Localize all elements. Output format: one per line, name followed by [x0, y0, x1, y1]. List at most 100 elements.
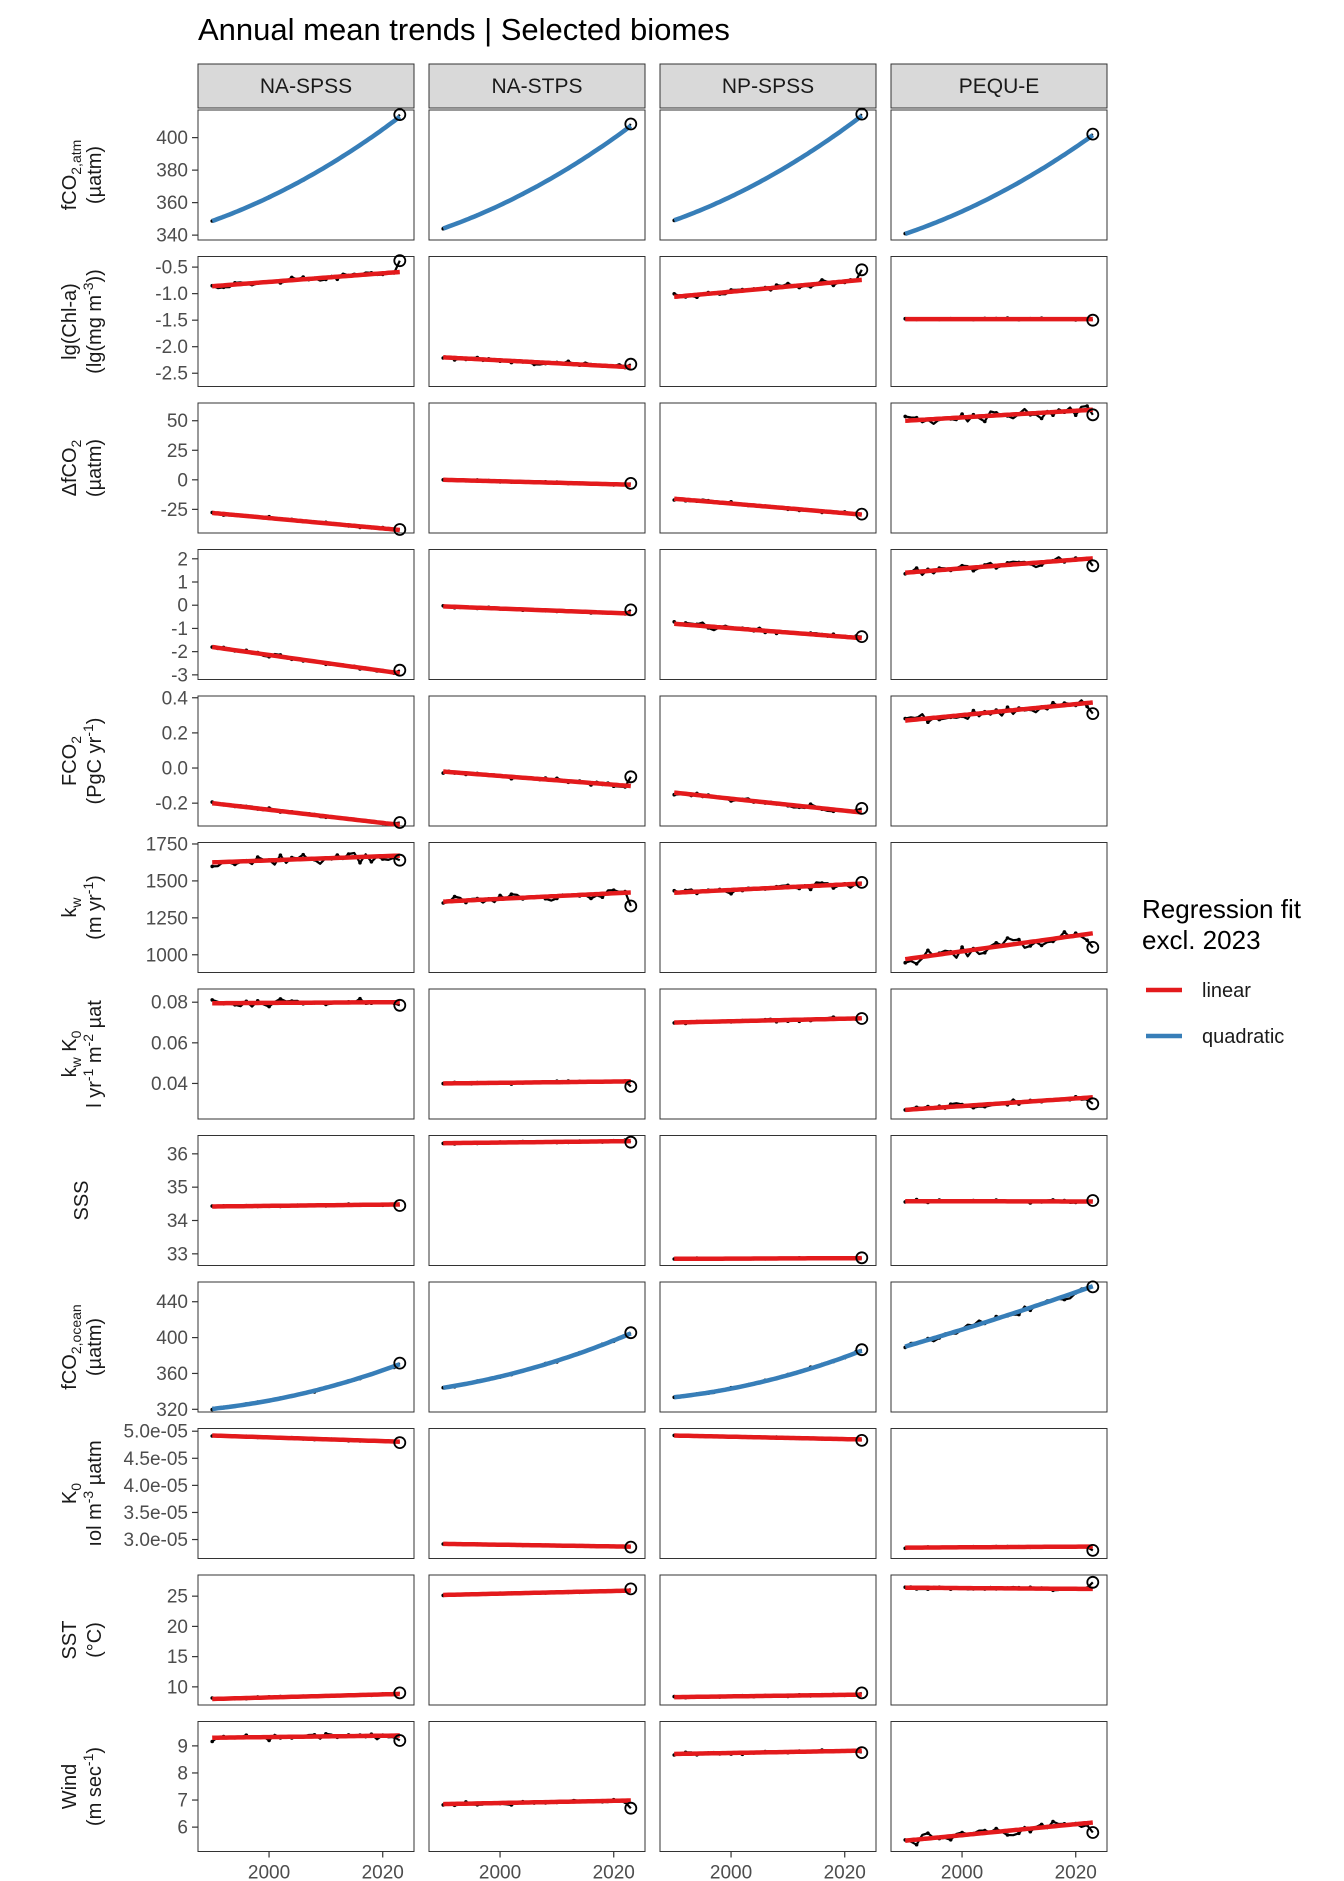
label-text: ) — [84, 718, 106, 725]
linear-fit-line — [212, 1433, 400, 1444]
row-label-fco2ocean: fCO2,ocean — [59, 1304, 84, 1389]
label-superscript: -3 — [80, 282, 96, 295]
label-text: k — [59, 907, 81, 918]
observed-2023-marker — [393, 254, 407, 268]
y-tick-label: 3.5e-05 — [124, 1503, 188, 1524]
y-tick-label: -1.5 — [155, 311, 188, 332]
x-tick-label: 2020 — [362, 1863, 404, 1881]
label-text: ) — [84, 1747, 106, 1754]
label-subscript: 0 — [68, 1030, 84, 1038]
label-superscript: -1 — [80, 1068, 96, 1081]
panel-chla-na-stps — [428, 256, 646, 387]
label-subscript: w — [68, 1056, 84, 1068]
linear-fit-line — [211, 800, 401, 828]
observed-point — [994, 941, 998, 945]
observed-point — [452, 894, 457, 899]
y-tick-label: 9 — [177, 1736, 188, 1757]
observed-2023-marker — [393, 1199, 407, 1212]
linear-fit-line — [904, 931, 1094, 962]
y-tick-label: 0 — [177, 596, 188, 617]
panel-k0-pequ-e — [890, 1428, 1108, 1559]
observed-2023-marker — [855, 1434, 869, 1447]
y-axis-chla: -2.5 -2.0 -1.5 -1.0 -0.5 — [155, 258, 198, 385]
row-label-kw: (m yr-1) — [80, 875, 106, 940]
observed-point — [267, 1004, 271, 1009]
observed-2023-marker — [624, 1801, 638, 1815]
label-text: (µatm) — [84, 439, 106, 497]
linear-fit-line — [212, 1202, 400, 1209]
x-axis-pequ-e: 2000 2020 — [941, 1851, 1097, 1881]
y-tick-label: -3 — [171, 665, 188, 686]
x-axes: 2000 2020 2000 2020 2000 2020 2000 2020 — [248, 1851, 1097, 1881]
observed-2023-marker — [855, 107, 869, 121]
linear-fit-line — [674, 1433, 862, 1442]
panel-kw-pequ-e — [890, 842, 1108, 973]
label-subscript: 2 — [68, 439, 84, 447]
linear-fit-line — [674, 1255, 862, 1262]
observed-point — [914, 962, 919, 966]
facet-label: PEQU-E — [959, 75, 1040, 98]
y-tick-label: -2 — [171, 642, 188, 663]
observed-point — [948, 1838, 953, 1842]
label-subscript: w — [68, 897, 84, 909]
observed-point — [498, 893, 502, 898]
observed-2023-marker — [393, 1734, 407, 1747]
panel-frame — [659, 256, 877, 387]
observed-point — [1062, 930, 1067, 934]
observed-2023-marker — [393, 1436, 407, 1449]
observed-2023-marker — [624, 1326, 638, 1340]
observed-point — [369, 860, 374, 864]
y-tick-label: 7 — [177, 1791, 188, 1812]
y-axis-fco2: -0.2 0.0 0.2 0.4 — [155, 688, 198, 815]
y-tick-label: 0.06 — [151, 1033, 188, 1054]
row-label-kwk0: kw K0 — [59, 1030, 84, 1077]
observed-point — [960, 412, 964, 416]
observed-point — [960, 945, 964, 949]
observed-2023-marker — [393, 1686, 407, 1700]
panel-fco2ocean-np-spss — [659, 1281, 877, 1413]
observed-2023-marker — [393, 1356, 407, 1370]
panel-frame — [890, 256, 1108, 387]
y-axes: 340360380400-2.5-2.0-1.5-1.0-0.5-2502550… — [124, 128, 198, 1839]
y-tick-label: 340 — [156, 226, 188, 247]
row-labels: fCO2,atm (µatm)lg(Chl-a) (lg(mg m-3))ΔfCO2… — [59, 140, 106, 1826]
panel-frame — [659, 1574, 877, 1706]
label-text: (°C) — [84, 1622, 106, 1658]
panel-frame — [659, 695, 877, 827]
panel-fco2-na-stps — [428, 695, 646, 827]
observed-2023-marker — [855, 1746, 869, 1759]
label-superscript: -2 — [80, 1034, 96, 1047]
row-label-dfco2: (µatm) — [84, 439, 106, 497]
panel-frame — [197, 549, 415, 680]
panel-sss-na-stps — [428, 1135, 646, 1266]
panel-fco2atm-pequ-e — [890, 109, 1108, 241]
linear-fit-line — [905, 1095, 1093, 1113]
y-tick-label: -2.0 — [155, 337, 188, 358]
observed-point — [983, 419, 987, 424]
observed-point — [926, 948, 930, 953]
y-tick-label: 33 — [167, 1244, 188, 1265]
panel-frame — [197, 1721, 415, 1852]
y-tick-label: 0.2 — [162, 723, 188, 744]
panel-frame — [659, 842, 877, 973]
observed-point — [1085, 938, 1089, 942]
panel-sss-pequ-e — [890, 1135, 1108, 1266]
panel-fco2-pequ-e — [890, 695, 1108, 827]
facet-strip — [659, 63, 877, 109]
label-superscript: -3 — [80, 1491, 96, 1504]
label-text: FCO — [59, 744, 81, 786]
observed-point — [971, 708, 976, 713]
label-superscript: -1 — [80, 1753, 96, 1766]
y-tick-label: 320 — [156, 1400, 188, 1421]
panel-chla-na-spss — [197, 254, 415, 387]
panel-frame — [890, 842, 1108, 973]
panel-fco2atm-na-stps — [428, 109, 646, 241]
facet-label: NA-SPSS — [260, 75, 352, 98]
observed-2023-marker — [855, 802, 869, 815]
panel-kwk0-na-spss — [197, 988, 415, 1120]
y-tick-label: 2 — [177, 549, 188, 570]
observed-2023-marker — [624, 1582, 638, 1596]
quadratic-fit-line — [673, 114, 864, 223]
label-text: fCO — [59, 175, 81, 211]
observed-2023-marker — [855, 263, 869, 277]
